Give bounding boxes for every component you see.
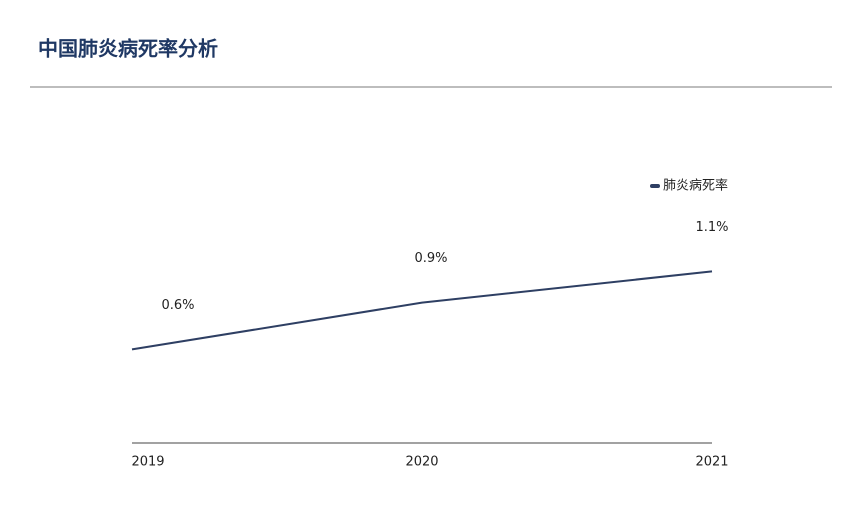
- x-tick-label: 2020: [405, 455, 438, 470]
- x-tick-label: 2019: [131, 455, 164, 470]
- data-label: 1.1%: [695, 220, 728, 235]
- data-label: 0.6%: [161, 298, 194, 313]
- series-line: [131, 270, 713, 351]
- chart-title: 中国肺炎病死率分析: [38, 37, 218, 61]
- legend-label: 肺炎病死率: [663, 178, 728, 194]
- x-tick-label: 2021: [695, 455, 728, 470]
- legend-swatch: [650, 184, 660, 188]
- data-label: 0.9%: [414, 251, 447, 266]
